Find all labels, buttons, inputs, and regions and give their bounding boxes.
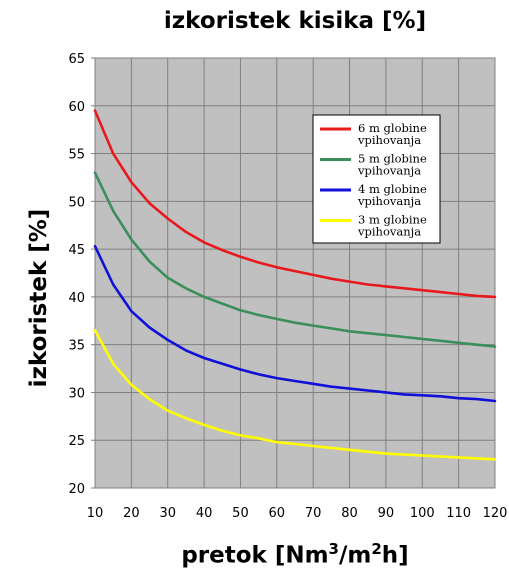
series-line <box>93 109 497 299</box>
x-tick-label: 60 <box>269 506 286 521</box>
x-tick-label: 80 <box>341 506 358 521</box>
legend-entry: vpihovanja <box>357 133 421 147</box>
series-lines <box>93 109 497 461</box>
grid-lines <box>91 57 496 489</box>
legend-entry: vpihovanja <box>357 225 421 239</box>
y-tick-label: 55 <box>68 148 85 163</box>
y-tick-label: 35 <box>68 339 85 354</box>
legend-entry: 3 m globine <box>358 213 427 227</box>
y-tick-label: 50 <box>68 195 85 210</box>
x-axis-label-part: /m <box>338 542 372 569</box>
x-axis-label-superscript: 3 <box>328 540 339 558</box>
x-tick-label: 70 <box>305 506 322 521</box>
y-tick-label: 30 <box>68 386 85 401</box>
x-axis-label-superscript: 2 <box>371 540 382 558</box>
x-axis-label-part: pretok [Nm <box>181 542 329 569</box>
x-tick-label: 90 <box>378 506 395 521</box>
x-tick-label: 100 <box>410 506 435 521</box>
x-tick-label: 110 <box>446 506 471 521</box>
x-tick-label: 50 <box>232 506 249 521</box>
x-tick-label: 10 <box>87 506 104 521</box>
y-tick-label: 45 <box>68 243 85 258</box>
legend-entry: 6 m globine <box>358 121 427 135</box>
y-tick-label: 40 <box>68 291 85 306</box>
x-axis-label-part: h] <box>381 542 409 569</box>
chart-title: izkoristek kisika [%] <box>163 8 427 34</box>
x-axis-label: pretok [Nm3/m2h] <box>95 540 495 569</box>
y-tick-label: 20 <box>68 482 85 497</box>
legend-entry: vpihovanja <box>357 164 421 178</box>
y-tick-labels: 20 25 30 35 40 45 50 55 60 65 <box>68 52 85 497</box>
series-line <box>93 244 497 403</box>
legend-entry: vpihovanja <box>357 194 421 208</box>
y-tick-label: 25 <box>68 434 85 449</box>
series-line <box>93 171 497 348</box>
x-tick-labels: 10 20 30 40 50 60 70 80 90 100 110 120 <box>87 506 508 521</box>
x-tick-label: 120 <box>483 506 508 521</box>
series-line <box>93 328 497 461</box>
legend-entry: 5 m globine <box>358 152 427 166</box>
y-tick-label: 65 <box>68 52 85 67</box>
y-tick-label: 60 <box>68 100 85 115</box>
x-tick-label: 40 <box>196 506 213 521</box>
x-tick-label: 20 <box>123 506 140 521</box>
legend-entry: 4 m globine <box>358 182 427 196</box>
x-tick-label: 30 <box>159 506 176 521</box>
